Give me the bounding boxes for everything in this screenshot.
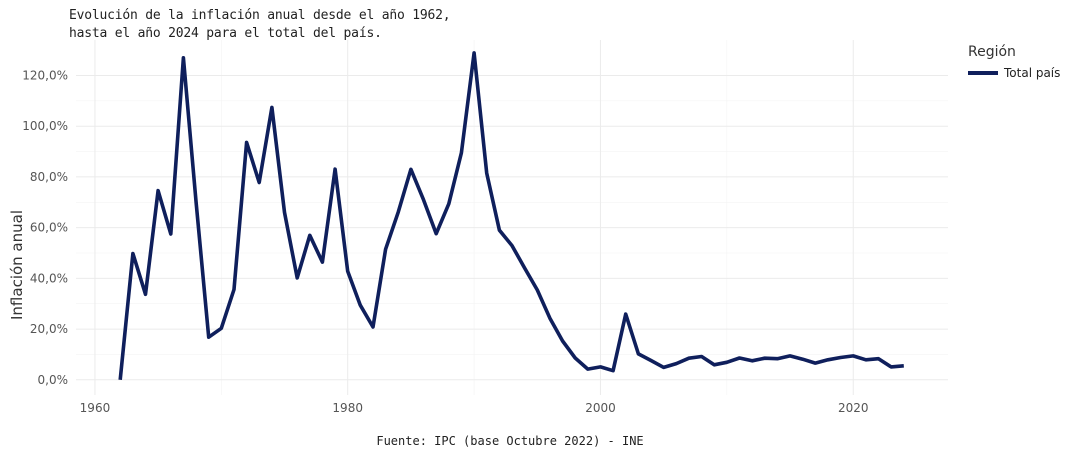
x-tick-label: 2020 [838,401,869,415]
legend-title: Región [968,44,1016,60]
legend: Región Total país [968,44,1060,80]
y-tick-label: 20,0% [30,322,68,336]
x-tick-label: 1980 [332,401,363,415]
chart-caption: Fuente: IPC (base Octubre 2022) - INE [376,434,644,448]
legend-item-total-pais: Total país [968,66,1060,80]
x-tick-label: 1960 [80,401,111,415]
chart-title: Evolución de la inflación anual desde el… [69,7,451,43]
y-tick-label: 120,0% [22,69,68,83]
y-tick-label: 60,0% [30,221,68,235]
y-tick-label: 0,0% [38,373,69,387]
y-tick-label: 100,0% [22,119,68,133]
chart-title-line-2: hasta el año 2024 para el total del país… [69,26,382,41]
series-line-total-pais [118,51,904,380]
x-tick-label: 2000 [585,401,616,415]
legend-swatch [968,71,998,75]
y-tick-label: 80,0% [30,170,68,184]
chart-title-line-1: Evolución de la inflación anual desde el… [69,8,451,23]
legend-item-label: Total país [1004,66,1061,80]
y-tick-label: 40,0% [30,271,68,285]
